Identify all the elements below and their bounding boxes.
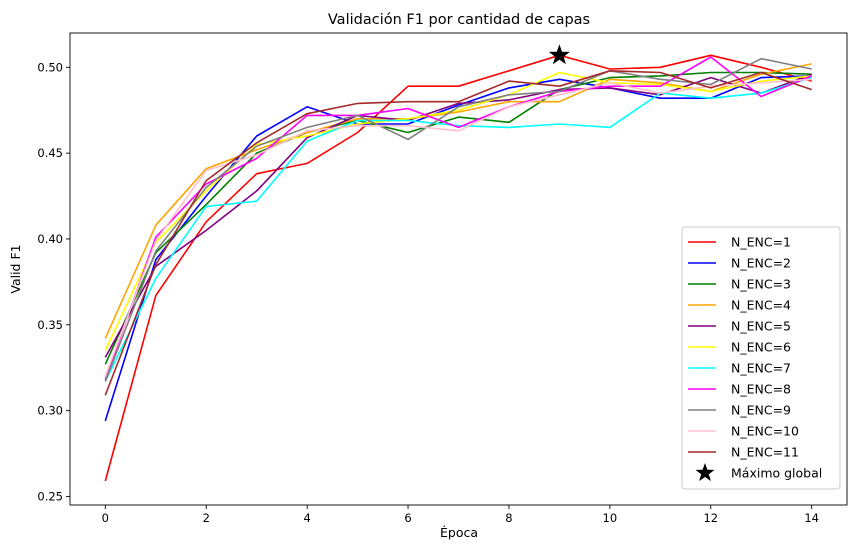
legend-label: N_ENC=10 — [731, 424, 799, 439]
legend-star-icon — [695, 463, 715, 482]
series-line-10 — [104, 78, 812, 377]
legend-label: N_ENC=2 — [731, 256, 791, 271]
series-lines — [104, 54, 813, 482]
y-tick-label: 0.30 — [37, 404, 63, 418]
y-axis-label: Valid F1 — [8, 244, 23, 293]
chart-title: Validación F1 por cantidad de capas — [328, 12, 590, 28]
y-tick-label: 0.25 — [37, 489, 63, 503]
x-tick-label: 14 — [804, 511, 819, 525]
legend-label: N_ENC=6 — [731, 340, 791, 355]
series-line-1 — [104, 54, 812, 482]
legend-label: N_ENC=8 — [731, 382, 791, 397]
series-line-3 — [104, 71, 812, 365]
x-tick-label: 0 — [102, 511, 109, 525]
x-tick-label: 4 — [303, 511, 310, 525]
x-tick-label: 6 — [404, 511, 411, 525]
legend-label: N_ENC=3 — [731, 277, 791, 292]
y-tick-label: 0.40 — [37, 232, 63, 246]
y-tick-label: 0.35 — [37, 318, 63, 332]
legend-label: N_ENC=1 — [731, 235, 791, 250]
legend-label: N_ENC=4 — [731, 298, 791, 313]
x-tick-label: 8 — [505, 511, 512, 525]
x-axis-ticks: 0 2 4 6 8 10 12 14 — [102, 505, 819, 525]
x-tick-label: 2 — [203, 511, 210, 525]
x-tick-label: 12 — [703, 511, 718, 525]
y-tick-label: 0.45 — [37, 146, 63, 160]
series-line-7 — [104, 76, 812, 382]
legend-label: N_ENC=7 — [731, 361, 791, 376]
legend: N_ENC=1 N_ENC=2 N_ENC=3 N_ENC=4 N_ENC=5 N_ENC… — [681, 226, 841, 490]
y-tick-label: 0.50 — [37, 60, 63, 74]
global-max-marker-layer — [548, 44, 570, 65]
legend-label-global-max: Máximo global — [731, 466, 822, 481]
x-tick-label: 10 — [603, 511, 618, 525]
legend-label: N_ENC=11 — [731, 445, 799, 460]
y-axis-ticks: 0.25 0.30 0.35 0.40 0.45 0.50 — [37, 60, 70, 503]
legend-box — [681, 226, 841, 490]
legend-label: N_ENC=5 — [731, 319, 791, 334]
series-line-11 — [104, 70, 812, 396]
global-max-star-marker — [548, 44, 570, 65]
legend-label: N_ENC=9 — [731, 403, 791, 418]
x-axis-label: Época — [440, 525, 478, 540]
series-line-8 — [104, 56, 813, 380]
plot-frame — [69, 32, 848, 506]
